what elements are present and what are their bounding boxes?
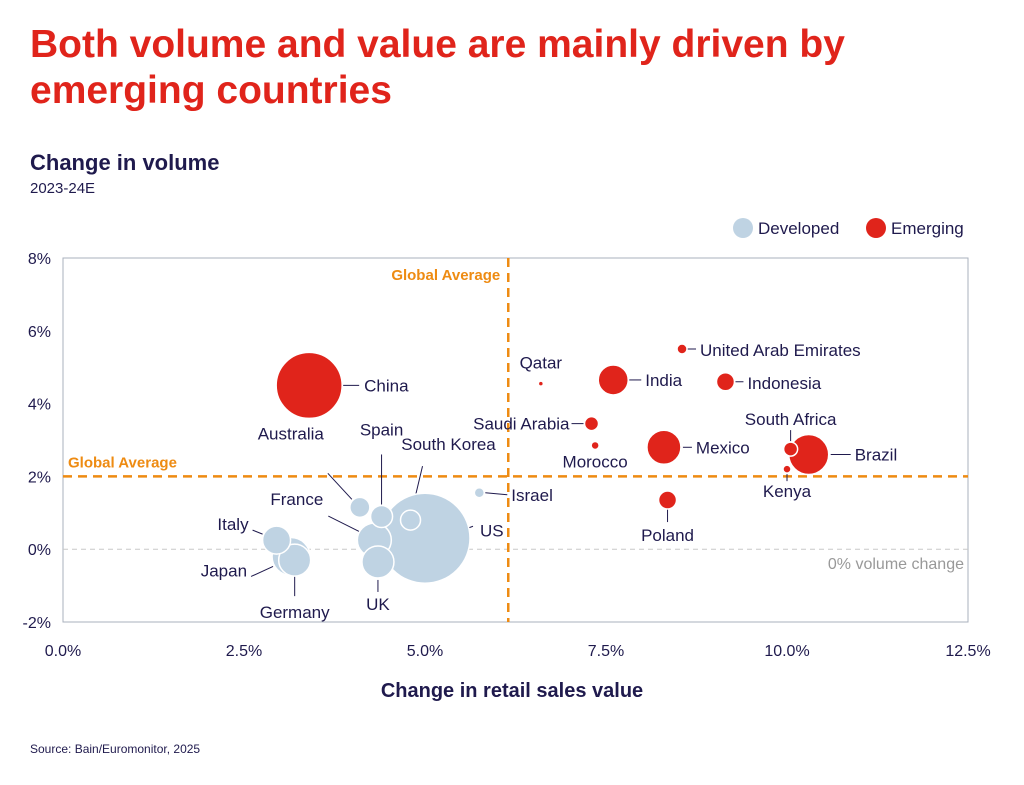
zero-line-label: 0% volume change xyxy=(828,556,964,573)
y-tick-label: 6% xyxy=(28,324,51,341)
point-label-mexico: Mexico xyxy=(696,438,750,457)
bubble-united-arab-emirates xyxy=(676,343,688,355)
y-tick-label: -2% xyxy=(23,615,51,632)
y-tick-label: 0% xyxy=(28,542,51,559)
bubble-italy xyxy=(261,525,292,555)
x-tick-label: 10.0% xyxy=(764,643,809,660)
global-average-label-vertical: Global Average xyxy=(391,267,500,284)
x-tick-label: 0.0% xyxy=(45,643,81,660)
bubble-us xyxy=(379,492,471,585)
x-axis-title: Change in retail sales value xyxy=(380,680,644,702)
bubble-india xyxy=(597,364,629,396)
y-tick-label: 2% xyxy=(28,469,51,486)
connector-france xyxy=(328,515,361,533)
point-label-poland: Poland xyxy=(641,526,694,545)
legend-label-emerging: Emerging xyxy=(891,219,964,238)
bubble-germany xyxy=(277,543,312,577)
bubble-saudi-arabia xyxy=(583,415,600,432)
point-label-china: China xyxy=(364,376,409,395)
connector-israel xyxy=(485,492,508,496)
connector-japan xyxy=(250,566,274,577)
y-tick-label: 4% xyxy=(28,397,51,414)
bubble-south-africa xyxy=(782,441,799,457)
bubble-mexico xyxy=(646,429,682,466)
legend-swatch-emerging xyxy=(866,218,886,238)
bubble-spain xyxy=(369,504,394,529)
point-label-brazil: Brazil xyxy=(855,446,898,465)
bubble-kenya xyxy=(782,464,792,474)
x-tick-label: 12.5% xyxy=(945,643,990,660)
point-label-qatar: Qatar xyxy=(520,354,563,373)
point-label-germany: Germany xyxy=(260,603,330,622)
point-label-morocco: Morocco xyxy=(563,452,628,471)
point-label-india: India xyxy=(645,371,682,390)
y-tick-label: 8% xyxy=(28,251,51,268)
x-tick-label: 5.0% xyxy=(407,643,443,660)
source-note: Source: Bain/Euromonitor, 2025 xyxy=(30,742,201,756)
bubble-morocco xyxy=(590,440,600,451)
point-label-saudi-arabia: Saudi Arabia xyxy=(473,415,570,434)
global-average-label-horizontal: Global Average xyxy=(68,454,177,471)
point-label-kenya: Kenya xyxy=(763,482,812,501)
point-label-israel: Israel xyxy=(511,486,553,505)
point-label-south-korea: South Korea xyxy=(401,435,496,454)
bubble-uk xyxy=(361,545,395,579)
chart-title: Both volume and value are mainly driven … xyxy=(30,23,845,112)
point-label-japan: Japan xyxy=(201,561,247,580)
bubble-australia xyxy=(349,496,371,519)
x-tick-label: 2.5% xyxy=(226,643,262,660)
legend-swatch-developed xyxy=(733,218,753,238)
point-label-south-africa: South Africa xyxy=(745,410,837,429)
point-label-italy: Italy xyxy=(217,515,249,534)
x-tick-label: 7.5% xyxy=(588,643,624,660)
bubble-south-korea xyxy=(399,509,422,531)
point-label-indonesia: Indonesia xyxy=(747,374,821,393)
connector-australia xyxy=(327,473,353,500)
connector-italy xyxy=(252,529,263,535)
chart-subtitle: Change in volume xyxy=(30,150,220,175)
bubble-qatar xyxy=(537,380,545,387)
point-label-united-arab-emirates: United Arab Emirates xyxy=(700,341,861,360)
bubble-indonesia xyxy=(715,372,736,392)
point-label-uk: UK xyxy=(366,595,390,614)
point-label-spain: Spain xyxy=(360,420,403,439)
bubble-china xyxy=(275,351,343,420)
bubble-poland xyxy=(657,490,678,510)
bubble-israel xyxy=(473,487,486,499)
point-label-australia: Australia xyxy=(258,424,325,443)
point-label-us: US xyxy=(480,521,504,540)
period-label: 2023-24E xyxy=(30,180,96,197)
point-label-france: France xyxy=(270,490,323,509)
legend-label-developed: Developed xyxy=(758,219,839,238)
plot-area xyxy=(62,257,969,623)
